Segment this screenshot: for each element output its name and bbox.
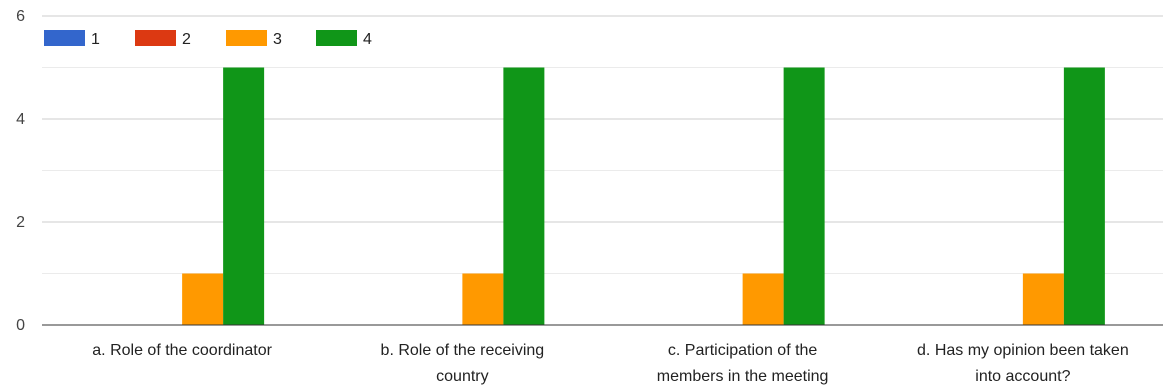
bars [182,67,1105,325]
legend[interactable]: 1 2 3 4 [44,30,372,48]
legend-label: 1 [91,31,100,48]
category-label: d. Has my opinion been taken [917,342,1129,359]
bar-series-3 [742,273,784,325]
legend-label: 3 [273,31,282,48]
legend-swatch [44,30,85,46]
category-label: b. Role of the receiving [381,342,545,359]
bar-series-3 [182,273,224,325]
legend-swatch [316,30,357,46]
bar-series-4 [1063,67,1105,325]
y-tick-label: 6 [16,8,25,25]
category-label: country [436,368,488,385]
legend-label: 2 [182,31,191,48]
bar-series-4 [783,67,825,325]
legend-item-3[interactable]: 3 [226,30,282,48]
y-tick-label: 4 [16,111,25,128]
bar-series-3 [462,273,504,325]
legend-swatch [135,30,176,46]
category-label: c. Participation of the [668,342,818,359]
category-label: members in the meeting [657,368,829,385]
legend-label: 4 [363,31,372,48]
category-label: into account? [975,368,1070,385]
legend-item-2[interactable]: 2 [135,30,191,48]
y-tick-label: 2 [16,214,25,231]
legend-item-1[interactable]: 1 [44,30,100,48]
y-axis-ticks: 0 2 4 6 [16,8,25,334]
x-axis-category-labels: a. Role of the coordinator b. Role of the… [92,342,1128,385]
category-label: a. Role of the coordinator [92,342,272,359]
legend-swatch [226,30,267,46]
y-tick-label: 0 [16,317,25,334]
gridlines [42,15,1163,274]
bar-series-3 [1022,273,1064,325]
legend-item-4[interactable]: 4 [316,30,372,48]
bar-series-4 [503,67,545,325]
bar-series-4 [223,67,265,325]
